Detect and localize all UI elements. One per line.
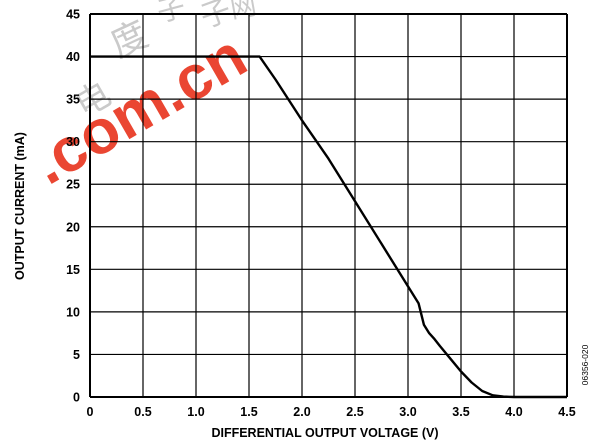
y-tick-labels: 0 5 10 15 20 25 30 35 40 45 bbox=[66, 8, 80, 405]
grid bbox=[89, 13, 568, 398]
x-tick-label: 0 bbox=[87, 405, 94, 419]
figure-id: 06356-020 bbox=[580, 344, 590, 385]
y-tick-label: 25 bbox=[66, 178, 80, 192]
watermark-glyph: 网 bbox=[228, 0, 259, 25]
y-tick-label: 10 bbox=[66, 305, 80, 319]
y-tick-label: 0 bbox=[73, 391, 80, 405]
x-tick-label: 3.0 bbox=[399, 405, 416, 419]
watermark-glyph: 度 bbox=[104, 14, 154, 66]
series-line bbox=[90, 55, 567, 399]
series-lines bbox=[90, 55, 567, 399]
y-tick-label: 15 bbox=[66, 263, 80, 277]
x-tick-labels: 0 0.5 1.0 1.5 2.0 2.5 3.0 3.5 4.0 4.5 bbox=[87, 405, 576, 419]
x-tick-label: 4.5 bbox=[558, 405, 575, 419]
x-tick-label: 2.5 bbox=[346, 405, 363, 419]
x-tick-label: 3.5 bbox=[452, 405, 469, 419]
y-tick-label: 35 bbox=[66, 93, 80, 107]
y-tick-label: 40 bbox=[66, 50, 80, 64]
y-tick-label: 45 bbox=[66, 8, 80, 22]
x-tick-label: 0.5 bbox=[134, 405, 151, 419]
x-tick-label: 1.5 bbox=[240, 405, 257, 419]
y-tick-label: 30 bbox=[66, 135, 80, 149]
y-tick-label: 20 bbox=[66, 220, 80, 234]
x-axis-title: DIFFERENTIAL OUTPUT VOLTAGE (V) bbox=[211, 426, 438, 440]
y-axis-title: OUTPUT CURRENT (mA) bbox=[13, 132, 27, 280]
y-tick-label: 5 bbox=[73, 348, 80, 362]
x-tick-label: 1.0 bbox=[187, 405, 204, 419]
x-tick-label: 2.0 bbox=[293, 405, 310, 419]
x-tick-label: 4.0 bbox=[505, 405, 522, 419]
